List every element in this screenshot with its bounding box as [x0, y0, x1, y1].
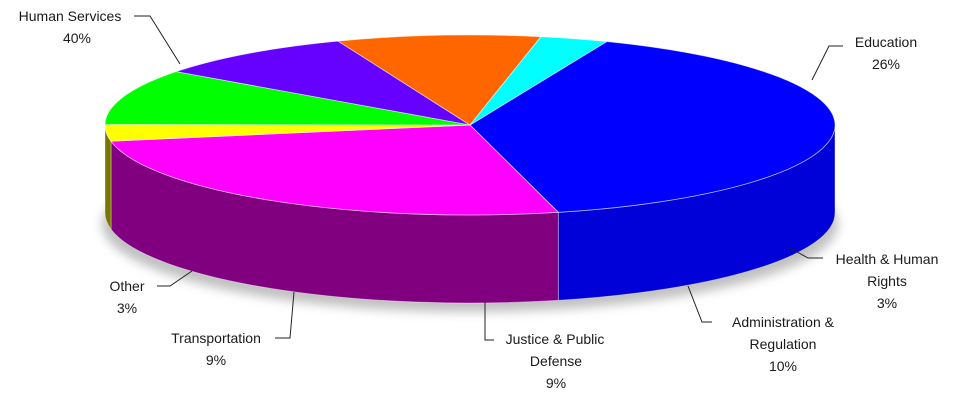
label-justice-pct: 9%	[546, 375, 566, 391]
pie-slice-administration-regulation	[104, 71, 471, 126]
leader-health-human-rights	[789, 247, 823, 259]
leader-transportation	[275, 291, 295, 339]
label-justice-line1: Justice & Public	[506, 331, 605, 347]
pie-slice-justice-public-defense	[175, 40, 471, 126]
leader-human-services	[134, 15, 181, 65]
label-admin-pct: 10%	[769, 358, 797, 374]
data-labels: Human Services 40% Education 26% Health …	[19, 8, 939, 391]
label-other-pct: 3%	[117, 300, 137, 316]
pie-tops	[104, 34, 836, 216]
label-other-name: Other	[109, 278, 144, 294]
pie-slice-human-services	[469, 41, 836, 213]
pie-slice-transportation	[337, 34, 542, 126]
leader-administration-regulation	[687, 285, 712, 323]
label-transportation-pct: 9%	[206, 352, 226, 368]
label-admin-line2: Regulation	[750, 336, 817, 352]
label-health-line1: Health & Human	[836, 251, 939, 267]
label-education-name: Education	[855, 34, 917, 50]
label-justice-line2: Defense	[530, 353, 582, 369]
label-human-services-name: Human Services	[19, 8, 122, 24]
label-education-pct: 26%	[872, 56, 900, 72]
label-human-services-pct: 40%	[63, 30, 91, 46]
pie-slice-other	[469, 36, 608, 126]
leader-lines	[134, 15, 843, 341]
pie-slice-education	[110, 124, 559, 216]
leader-education	[811, 45, 843, 81]
leader-other	[157, 270, 193, 287]
label-transportation-name: Transportation	[171, 330, 261, 346]
label-health-pct: 3%	[877, 295, 897, 311]
leader-justice-public-defense	[484, 302, 494, 341]
label-health-line2: Rights	[867, 273, 907, 289]
pie-sides	[104, 124, 836, 304]
label-admin-line1: Administration &	[732, 314, 835, 330]
